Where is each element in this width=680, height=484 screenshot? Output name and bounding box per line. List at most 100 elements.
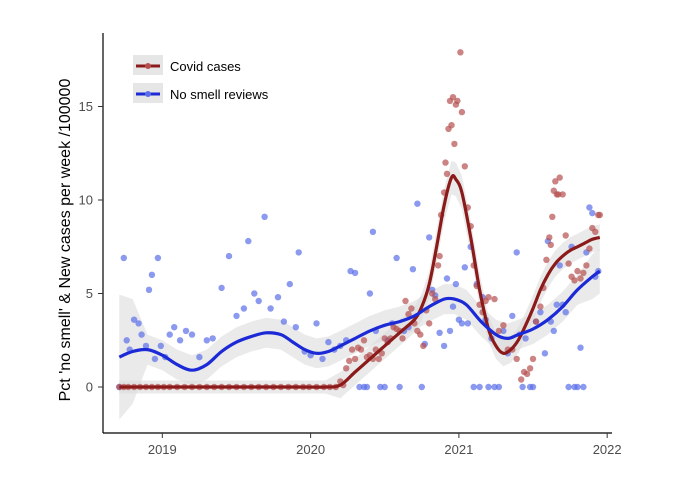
y-tick-label: 15	[79, 99, 93, 114]
no-smell-reviews-point	[519, 383, 526, 391]
no-smell-reviews-point	[458, 320, 466, 327]
covid-cases-point	[426, 320, 433, 327]
no-smell-reviews-smooth-line	[118, 269, 601, 372]
no-smell-reviews-point	[562, 309, 569, 316]
covid-cases-point	[500, 322, 507, 329]
no-smell-reviews-point	[393, 254, 400, 262]
no-smell-reviews-point	[286, 280, 293, 288]
no-smell-reviews-point	[267, 305, 274, 312]
covid-cases-point	[577, 275, 584, 282]
covid-cases-point	[346, 357, 353, 364]
x-tick-label: 2020	[296, 442, 325, 457]
no-smell-reviews-point	[366, 290, 374, 297]
covid-cases-point	[408, 305, 415, 312]
legend-key-point	[145, 63, 151, 69]
no-smell-reviews-point	[171, 324, 178, 331]
covid-cases-point	[429, 290, 436, 297]
covid-cases-point	[513, 355, 520, 363]
y-tick-label: 0	[86, 380, 93, 395]
no-smell-reviews-point	[363, 383, 371, 391]
legend: Covid cases No smell reviews	[128, 48, 286, 110]
no-smell-reviews-point	[188, 331, 196, 338]
covid-cases-point	[491, 295, 498, 303]
no-smell-reviews-point	[154, 254, 162, 262]
x-ticks: 2019 2020 2021 2022	[148, 433, 622, 457]
legend-item-covid-cases: Covid cases	[133, 55, 241, 75]
covid-cases-point	[586, 245, 593, 252]
no-smell-reviews-point	[580, 383, 587, 391]
no-smell-reviews-point	[461, 264, 468, 271]
no-smell-reviews-point	[145, 286, 153, 293]
no-smell-reviews-point	[440, 342, 448, 350]
covid-cases-point	[436, 252, 443, 260]
no-smell-reviews-point	[176, 337, 184, 344]
no-smell-reviews-point	[356, 383, 363, 391]
covid-cases-point	[547, 241, 554, 249]
covid-cases-point	[451, 140, 458, 148]
no-smell-reviews-point	[464, 320, 471, 327]
no-smell-reviews-point	[225, 252, 233, 260]
no-smell-reviews-point	[280, 318, 288, 325]
covid-cases-point	[461, 163, 468, 170]
no-smell-reviews-point	[135, 320, 142, 327]
no-smell-reviews-point	[148, 271, 156, 278]
axes	[102, 33, 612, 434]
no-smell-reviews-point	[586, 204, 593, 211]
no-smell-reviews-point	[589, 209, 596, 217]
no-smell-reviews-point	[319, 355, 326, 363]
covid-cases-point	[351, 355, 359, 363]
legend-label-no-smell-reviews: No smell reviews	[170, 87, 269, 102]
no-smell-reviews-point	[509, 312, 516, 320]
covid-cases-point	[555, 191, 562, 198]
covid-cases-point	[583, 262, 590, 269]
covid-cases-point	[417, 331, 424, 338]
no-smell-reviews-point	[196, 353, 203, 361]
covid-cases-point	[454, 97, 461, 105]
covid-cases-point	[559, 191, 566, 198]
no-smell-reviews-point	[491, 383, 498, 391]
no-smell-reviews-point	[522, 335, 529, 342]
no-smell-reviews-point	[513, 249, 520, 256]
covid-cases-point	[405, 310, 412, 318]
covid-cases-point	[529, 355, 537, 363]
no-smell-reviews-point	[409, 266, 417, 273]
covid-cases-point	[442, 159, 449, 166]
no-smell-reviews-point	[485, 383, 492, 391]
covid-cases-point	[580, 269, 587, 277]
covid-cases-point	[457, 49, 464, 56]
confidence-bands	[119, 160, 600, 420]
covid-cases-point	[546, 234, 553, 241]
no-smell-reviews-point	[452, 280, 460, 288]
no-smell-reviews-point	[138, 331, 145, 338]
no-smell-reviews-point	[123, 337, 130, 344]
covid-cases-point	[592, 228, 599, 235]
no-smell-reviews-point	[292, 324, 299, 331]
no-smell-reviews-point	[313, 320, 320, 327]
no-smell-reviews-point	[550, 327, 557, 335]
no-smell-reviews-point	[556, 262, 563, 269]
covid-cases-point	[523, 370, 531, 378]
legend-label-covid-cases: Covid cases	[170, 59, 241, 74]
covid-cases-point	[574, 267, 581, 275]
no-smell-reviews-point	[255, 297, 262, 305]
no-smell-reviews-point	[553, 301, 560, 308]
no-smell-reviews-point	[251, 290, 258, 297]
y-ticks: 0 5 10 15	[79, 99, 103, 395]
covid-cases-point	[420, 342, 427, 350]
covid-cases-point	[402, 297, 409, 305]
covid-cases-point	[571, 277, 578, 284]
covid-cases-point	[434, 262, 442, 269]
y-tick-label: 10	[79, 193, 93, 208]
no-smell-reviews-point	[151, 355, 159, 363]
no-smell-reviews-point	[325, 338, 332, 346]
covid-cases-point	[518, 376, 525, 383]
no-smell-reviews-point	[476, 383, 483, 391]
no-smell-reviews-point	[166, 331, 173, 338]
covid-cases-point	[596, 211, 603, 219]
no-smell-reviews-point	[240, 305, 248, 312]
no-smell-reviews-point	[500, 327, 507, 335]
confidence-band-no-smell-reviews	[119, 248, 600, 420]
no-smell-reviews-point	[218, 284, 225, 292]
no-smell-reviews-point	[369, 228, 377, 235]
